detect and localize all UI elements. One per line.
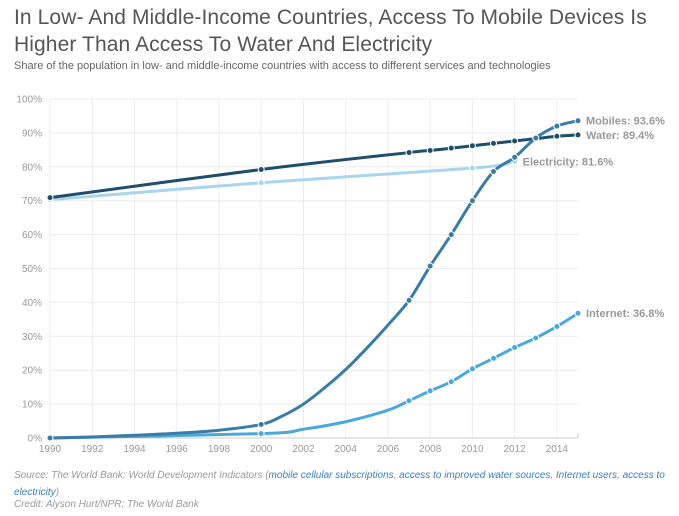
water-point (257, 166, 265, 174)
electricity-line (48, 159, 517, 202)
end-labels: Mobiles: 93.6% Water: 89.4% Electricity: 8… (523, 116, 665, 321)
gridlines (49, 98, 578, 438)
mobiles-point (532, 134, 540, 142)
source-suffix: ) (55, 487, 60, 498)
x-tick-label: 2004 (335, 444, 358, 455)
mobiles-point (468, 197, 476, 205)
water-point (490, 139, 498, 147)
water-point (468, 142, 476, 150)
separator: , (617, 470, 623, 481)
electricity-end-label: Electricity: 81.6% (523, 156, 614, 168)
water-point (46, 194, 54, 202)
y-tick-label: 40% (22, 298, 42, 309)
mobiles-point (490, 168, 498, 176)
y-tick-label: 70% (22, 196, 42, 207)
separator: , (393, 470, 400, 481)
link-mobile-subscriptions[interactable]: mobile cellular subscriptions (268, 470, 394, 481)
internet-point (468, 365, 476, 373)
chart-title: In Low- And Middle-Income Countries, Acc… (14, 6, 647, 56)
mobiles-point (447, 231, 455, 239)
separator: , (550, 470, 556, 481)
x-tick-label: 2000 (250, 444, 273, 455)
internet-point (257, 430, 265, 438)
y-tick-label: 20% (22, 366, 42, 377)
mobiles-point (553, 122, 561, 130)
source-note: Source: The World Bank: World Developmen… (14, 467, 674, 501)
source-prefix: Source: The World Bank: World Developmen… (14, 470, 269, 481)
internet-point (490, 354, 498, 362)
mobiles-point (405, 296, 413, 304)
mobiles-point (46, 434, 54, 442)
x-tick-label: 1994 (123, 444, 146, 455)
internet-point (532, 334, 540, 342)
y-tick-label: 60% (22, 230, 42, 241)
y-tick-label: 10% (22, 400, 42, 411)
link-internet-users[interactable]: Internet users (555, 470, 618, 481)
electricity-point (468, 164, 476, 172)
water-point (511, 137, 519, 145)
chart-subtitle: Share of the population in low- and midd… (14, 60, 551, 72)
water-point (405, 149, 413, 157)
y-tick-label: 80% (22, 162, 42, 173)
mobiles-point (511, 153, 519, 161)
electricity-point (257, 179, 265, 187)
y-tick-label: 90% (22, 128, 42, 139)
credit-line: Credit: Alyson Hurt/NPR; The World Bank (14, 499, 199, 510)
water-end-label: Water: 89.4% (586, 130, 654, 142)
y-tick-label: 100% (16, 95, 42, 106)
internet-line (48, 311, 580, 440)
x-tick-label: 2008 (419, 444, 442, 455)
mobiles-point (574, 117, 582, 125)
x-tick-label: 2012 (504, 444, 527, 455)
y-tick-label: 30% (22, 332, 42, 343)
water-point (426, 147, 434, 155)
x-tick-label: 2002 (292, 444, 315, 455)
water-point (447, 144, 455, 152)
link-water-sources[interactable]: access to improved water sources (399, 470, 551, 481)
internet-point (511, 343, 519, 351)
internet-point (574, 309, 582, 317)
water-point (574, 131, 582, 139)
x-tick-label: 1992 (81, 444, 104, 455)
x-tick-label: 2010 (461, 444, 484, 455)
internet-point (405, 397, 413, 405)
water-point (553, 132, 561, 140)
internet-point (553, 322, 561, 330)
series-lines (46, 117, 582, 442)
mobiles-end-label: Mobiles: 93.6% (586, 116, 665, 128)
internet-end-label: Internet: 36.8% (586, 308, 664, 320)
y-tick-label: 50% (22, 264, 42, 275)
x-tick-label: 2014 (546, 444, 569, 455)
mobiles-line (48, 119, 580, 440)
x-tick-label: 1990 (39, 444, 62, 455)
x-tick-label: 2006 (377, 444, 400, 455)
x-tick-label: 1998 (208, 444, 231, 455)
axes: 0% 10% 20% 30% 40% 50% 60% 70% 80% 90% 100% 1990 199… (16, 95, 579, 455)
x-tick-label: 1996 (166, 444, 189, 455)
y-tick-label: 0% (28, 434, 43, 445)
internet-point (447, 378, 455, 386)
mobiles-point (257, 420, 265, 428)
link-electricity[interactable]: access to electricity (14, 470, 665, 498)
mobiles-point (426, 262, 434, 270)
internet-point (426, 387, 434, 395)
